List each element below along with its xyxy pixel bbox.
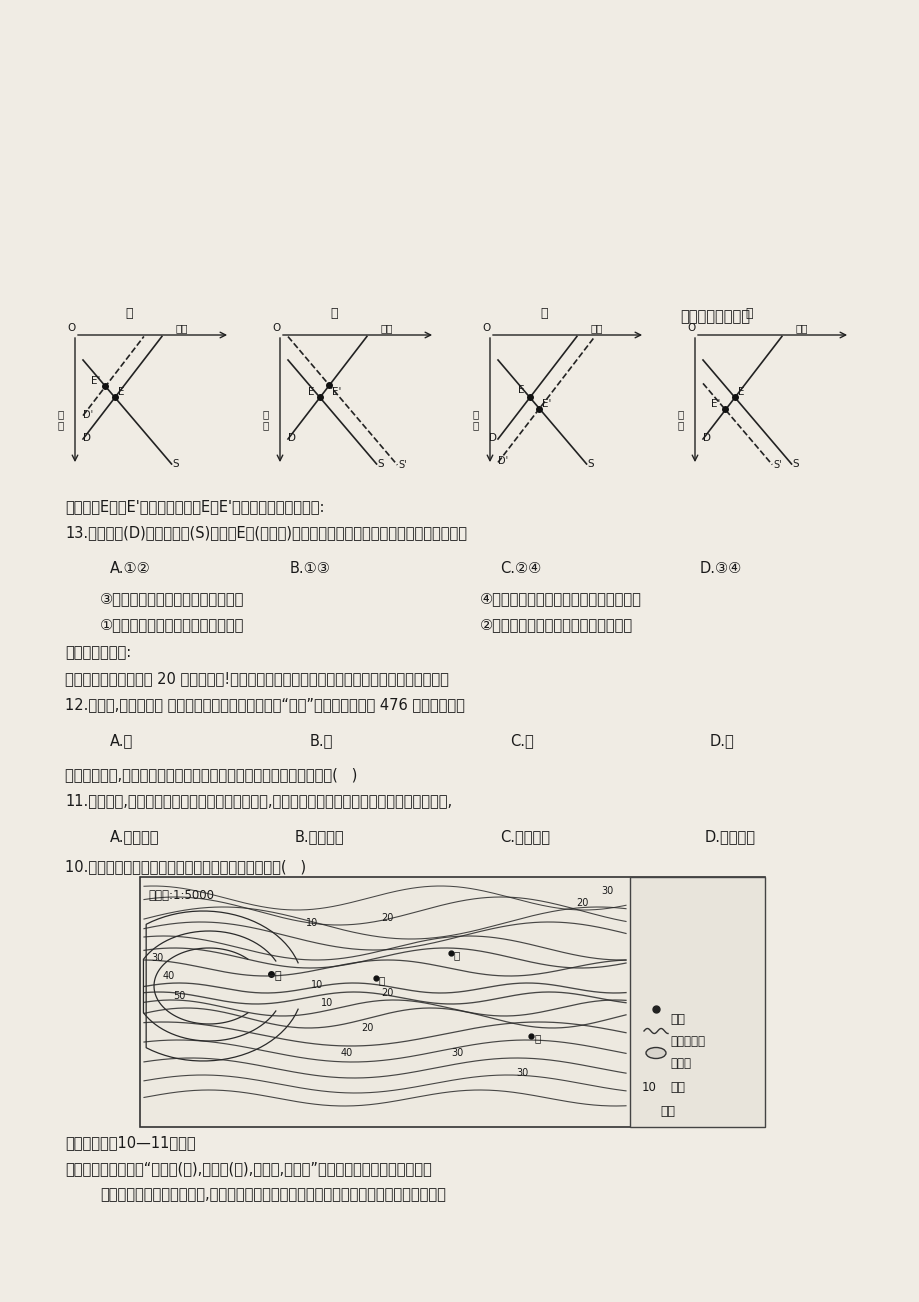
Text: 20: 20 xyxy=(380,913,393,923)
Text: D: D xyxy=(83,434,91,443)
Text: 丙: 丙 xyxy=(540,307,548,320)
Text: C.②④: C.②④ xyxy=(499,561,540,575)
Text: 钓点: 钓点 xyxy=(669,1013,685,1026)
Text: 20: 20 xyxy=(380,988,393,999)
Text: ②商品荔枝的价值在于食用，而非疃富: ②商品荔枝的价值在于食用，而非疃富 xyxy=(480,617,632,631)
Text: 乙: 乙 xyxy=(379,975,385,986)
Bar xyxy=(630,878,765,1128)
Text: 10: 10 xyxy=(311,980,323,990)
Text: B.①③: B.①③ xyxy=(289,561,331,575)
Text: 图。据此完成10—11小题。: 图。据此完成10—11小题。 xyxy=(65,1135,196,1150)
Bar xyxy=(140,878,765,1128)
Text: ①供求影响价格，古树荔枝供不应求: ①供求影响价格，古树荔枝供不应求 xyxy=(100,617,244,631)
Text: 比例尺:1:5000: 比例尺:1:5000 xyxy=(148,889,214,902)
Text: 丁: 丁 xyxy=(744,307,752,320)
Text: 数量: 数量 xyxy=(795,323,808,333)
Text: 点选择的基本原则：“春钓浅(滩),夏钓深(潭),秋钓阴,冬钓阳”。下图为我国某河流局部示意: 点选择的基本原则：“春钓浅(滩),夏钓深(潭),秋钓阴,冬钓阳”。下图为我国某河… xyxy=(65,1161,431,1176)
Ellipse shape xyxy=(645,1048,665,1059)
Text: C.河底地形: C.河底地形 xyxy=(499,829,550,844)
Text: 高三文科综合试题: 高三文科综合试题 xyxy=(679,309,749,324)
Text: 甲: 甲 xyxy=(275,971,281,980)
Text: 11.春日拂晓,某钓鱼爱好者来到其早已选好的钓点,开饵做钓。做钓时发现太阳光从前方照到河面,: 11.春日拂晓,某钓鱼爱好者来到其早已选好的钓点,开饵做钓。做钓时发现太阳光从前… xyxy=(65,793,451,809)
Text: S: S xyxy=(173,460,179,469)
Text: E': E' xyxy=(542,398,551,409)
Text: 价
格: 价 格 xyxy=(472,409,479,430)
Text: D: D xyxy=(489,434,496,443)
Text: ④古荔枝因具有更高营养价值而受到追捆: ④古荔枝因具有更高营养价值而受到追捆 xyxy=(480,591,641,605)
Text: ③炒作使得价格变化背离了价值规律: ③炒作使得价格变化背离了价值规律 xyxy=(100,591,244,605)
Text: 象解读合理的有:: 象解读合理的有: xyxy=(65,644,131,660)
Text: D: D xyxy=(702,434,710,443)
Text: 12.近年来,些地方特产 在商家疯狂炒作下，频频刷出“天价”。近日，一份从 476 年树龄的古树: 12.近年来,些地方特产 在商家疯狂炒作下，频频刷出“天价”。近日，一份从 47… xyxy=(65,697,464,712)
Text: E': E' xyxy=(91,376,101,385)
Text: E': E' xyxy=(332,387,341,397)
Text: 图例: 图例 xyxy=(659,1105,675,1118)
Text: S: S xyxy=(791,460,799,469)
Text: A.①②: A.①② xyxy=(110,561,151,575)
Text: D.丁: D.丁 xyxy=(709,733,734,749)
Text: E': E' xyxy=(710,400,720,409)
Text: 10.钓鱼爱好者总结的钓点选择原则考虑的主要因素是(   ): 10.钓鱼爱好者总结的钓点选择原则考虑的主要因素是( ) xyxy=(65,859,306,874)
Text: D': D' xyxy=(497,457,507,466)
Text: D.③④: D.③④ xyxy=(699,561,742,575)
Text: 10: 10 xyxy=(321,999,333,1008)
Text: 水面波光粡粡,严重影响其观察浮漂。该钓鱼爱好者选择的钓位可能是(   ): 水面波光粡粡,严重影响其观察浮漂。该钓鱼爱好者选择的钓位可能是( ) xyxy=(65,767,357,783)
Text: B.乙: B.乙 xyxy=(310,733,333,749)
Text: 乙: 乙 xyxy=(330,307,337,320)
Text: 30: 30 xyxy=(450,1048,463,1059)
Text: 40: 40 xyxy=(163,971,175,980)
Text: 30: 30 xyxy=(516,1068,528,1078)
Text: O: O xyxy=(482,323,490,333)
Text: O: O xyxy=(272,323,280,333)
Text: 10: 10 xyxy=(306,918,318,928)
Text: 20: 20 xyxy=(360,1023,373,1032)
Text: D': D' xyxy=(83,410,93,419)
Text: A.流速快慢: A.流速快慢 xyxy=(110,829,159,844)
Text: 价
格: 价 格 xyxy=(677,409,684,430)
Text: E: E xyxy=(308,388,314,397)
Text: D.水位涨落: D.水位涨落 xyxy=(704,829,755,844)
Text: 20: 20 xyxy=(575,898,588,907)
Text: 数量: 数量 xyxy=(380,323,392,333)
Text: E: E xyxy=(517,385,524,396)
Text: S: S xyxy=(587,460,594,469)
Text: 甲: 甲 xyxy=(125,307,133,320)
Text: D: D xyxy=(288,434,296,443)
Text: C.丙: C.丙 xyxy=(509,733,533,749)
Text: 高程: 高程 xyxy=(669,1081,685,1094)
Text: A.甲: A.甲 xyxy=(110,733,133,749)
Text: 数量: 数量 xyxy=(590,323,603,333)
Text: 数量: 数量 xyxy=(176,323,188,333)
Text: 河流及流向: 河流及流向 xyxy=(669,1035,704,1048)
Text: 钓鱼是一项有趣的休闲活动,钓鱼活动中钓点选择决定了渔获多少。钓鱼爱好者们总结出钓: 钓鱼是一项有趣的休闲活动,钓鱼活动中钓点选择决定了渔获多少。钓鱼爱好者们总结出钓 xyxy=(100,1187,446,1202)
Text: E: E xyxy=(737,388,743,397)
Text: S: S xyxy=(377,460,384,469)
Text: 13.需求曲线(D)与供给曲线(S)相交于E点(均衡点)。如果不考虑其他条件，当某种条件发生变化: 13.需求曲线(D)与供给曲线(S)相交于E点(均衡点)。如果不考虑其他条件，当… xyxy=(65,525,467,540)
Text: O: O xyxy=(67,323,75,333)
Text: 丁: 丁 xyxy=(535,1032,540,1043)
Text: S': S' xyxy=(772,460,781,470)
Text: O: O xyxy=(686,323,695,333)
Text: 30: 30 xyxy=(151,953,163,963)
Text: 10: 10 xyxy=(641,1081,656,1094)
Text: 价
格: 价 格 xyxy=(58,409,64,430)
Text: 30: 30 xyxy=(600,885,613,896)
Text: E: E xyxy=(118,388,124,397)
Text: B.水温高低: B.水温高低 xyxy=(295,829,345,844)
Text: 时，引起E点向E'点移动。以下对E向E'点的移动解释合理的是:: 时，引起E点向E'点移动。以下对E向E'点的移动解释合理的是: xyxy=(65,499,324,514)
Text: 汪心湖: 汪心湖 xyxy=(669,1057,690,1070)
Text: 40: 40 xyxy=(341,1048,353,1059)
Text: 50: 50 xyxy=(173,991,185,1001)
Text: 价
格: 价 格 xyxy=(263,409,269,430)
Text: 采摘下来的荔枝卖出了 20 万元的高价!从营养成分来说，古树荔枝并没有特别之处。对此经济现: 采摘下来的荔枝卖出了 20 万元的高价!从营养成分来说，古树荔枝并没有特别之处。… xyxy=(65,671,448,686)
Text: 丙: 丙 xyxy=(453,950,460,960)
Text: S': S' xyxy=(398,460,406,470)
